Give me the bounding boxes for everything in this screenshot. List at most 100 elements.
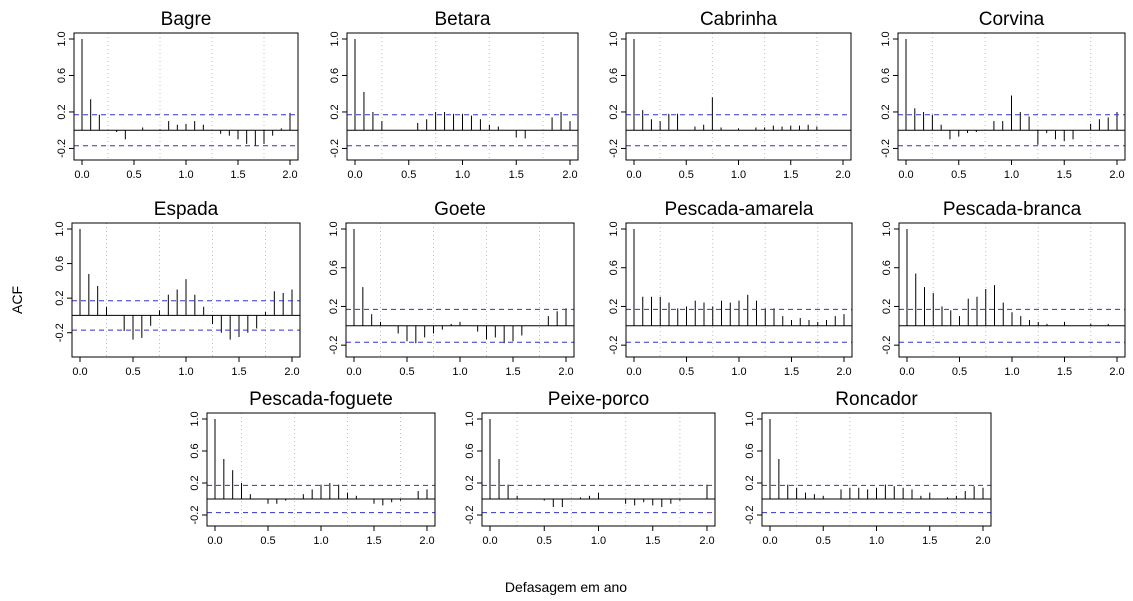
y-tick-label: 1.0 [56, 31, 68, 46]
x-tick-label: 1.5 [1057, 366, 1072, 378]
y-tick-label: -0.2 [189, 506, 201, 525]
x-tick-label: 0.0 [346, 366, 361, 378]
x-tick-label: 1.5 [783, 169, 798, 181]
x-tick-label: 1.0 [731, 366, 746, 378]
acf-panel: Pescada-branca 0.0 0.5 1.0 1.5 2.0 -0.2 0.2 0.6 1… [881, 199, 1126, 378]
x-tick-label: 1.0 [178, 366, 193, 378]
x-tick-label: 1.0 [869, 535, 884, 547]
x-tick-label: 1.0 [178, 169, 193, 181]
x-tick-label: 0.0 [482, 535, 497, 547]
y-tick-label: -0.2 [329, 139, 341, 158]
y-tick-label: 1.0 [608, 221, 620, 236]
panel-title: Cabrinha [700, 9, 778, 30]
x-tick-label: 1.0 [1004, 366, 1019, 378]
y-tick-label: 1.0 [608, 31, 620, 46]
y-tick-label: 0.2 [329, 104, 341, 119]
x-tick-label: 2.0 [1109, 366, 1124, 378]
y-tick-label: 0.2 [54, 290, 66, 305]
panel-title: Roncador [835, 389, 918, 410]
y-tick-label: 0.6 [608, 68, 620, 83]
panel-title: Bagre [161, 9, 212, 30]
y-tick-label: 0.2 [189, 475, 201, 490]
x-tick-label: 2.0 [284, 366, 299, 378]
x-tick-label: 0.0 [762, 535, 777, 547]
y-axis-label: ACF [9, 286, 25, 314]
acf-panel: Bagre 0.0 0.5 1.0 1.5 2.0 -0.2 0.2 0.6 1.0 [56, 9, 299, 181]
y-tick-label: 1.0 [744, 411, 756, 426]
x-tick-label: 2.0 [835, 169, 850, 181]
y-tick-label: -0.2 [56, 139, 68, 158]
y-tick-label: 0.6 [464, 443, 476, 458]
panel-title: Pescada-amarela [665, 199, 814, 220]
panel-title: Pescada-branca [943, 199, 1082, 220]
y-tick-label: 0.6 [881, 260, 893, 275]
acf-panel: Espada 0.0 0.5 1.0 1.5 2.0 -0.2 0.2 0.6 1.0 [54, 199, 301, 378]
y-tick-label: 0.6 [744, 443, 756, 458]
panel-title: Betara [435, 9, 491, 30]
x-tick-label: 2.0 [836, 366, 851, 378]
y-tick-label: 0.6 [56, 68, 68, 83]
x-tick-label: 1.0 [313, 535, 328, 547]
x-axis-label: Defasagem em ano [505, 579, 627, 595]
y-tick-label: 0.2 [881, 299, 893, 314]
x-tick-label: 0.0 [898, 169, 913, 181]
x-tick-label: 0.0 [74, 169, 89, 181]
panel-title: Peixe-porco [548, 389, 649, 410]
x-tick-label: 0.5 [260, 535, 275, 547]
y-tick-label: -0.2 [464, 506, 476, 525]
panel-title: Goete [434, 199, 486, 220]
x-tick-label: 0.5 [679, 366, 694, 378]
y-tick-label: -0.2 [881, 336, 893, 355]
x-tick-label: 2.0 [1109, 169, 1124, 181]
x-tick-label: 2.0 [562, 169, 577, 181]
y-tick-label: -0.2 [744, 506, 756, 525]
acf-panel: Roncador 0.0 0.5 1.0 1.5 2.0 -0.2 0.2 0.6 1.0 [744, 389, 992, 547]
x-tick-label: 1.5 [784, 366, 799, 378]
x-tick-label: 0.5 [951, 169, 966, 181]
x-tick-label: 1.5 [505, 366, 520, 378]
x-tick-label: 0.0 [72, 366, 87, 378]
x-tick-label: 0.0 [347, 169, 362, 181]
x-tick-label: 1.5 [230, 169, 245, 181]
y-tick-label: 1.0 [54, 221, 66, 236]
x-tick-label: 1.5 [645, 535, 660, 547]
acf-panel: Pescada-amarela 0.0 0.5 1.0 1.5 2.0 -0.2 0.2 0.6… [608, 199, 853, 378]
x-tick-label: 1.0 [452, 366, 467, 378]
x-tick-label: 0.5 [401, 169, 416, 181]
y-tick-label: 1.0 [189, 411, 201, 426]
y-tick-label: 0.6 [54, 256, 66, 271]
x-tick-label: 0.5 [126, 169, 141, 181]
x-tick-label: 1.5 [366, 535, 381, 547]
y-tick-label: 0.2 [608, 104, 620, 119]
x-tick-label: 0.0 [626, 366, 641, 378]
acf-panel: Cabrinha 0.0 0.5 1.0 1.5 2.0 -0.2 0.2 0.6 1.0 [608, 9, 852, 181]
y-tick-label: -0.2 [608, 139, 620, 158]
y-tick-label: 0.6 [328, 260, 340, 275]
x-tick-label: 2.0 [975, 535, 990, 547]
panel-title: Espada [154, 199, 219, 220]
plot-frame [625, 32, 852, 161]
acf-panel: Peixe-porco 0.0 0.5 1.0 1.5 2.0 -0.2 0.2 0.6 1.0 [464, 389, 716, 547]
x-tick-label: 1.5 [1057, 169, 1072, 181]
plot-frame [346, 32, 579, 161]
y-tick-label: 0.6 [189, 443, 201, 458]
y-tick-label: 0.6 [880, 68, 892, 83]
x-tick-label: 2.0 [699, 535, 714, 547]
x-tick-label: 0.5 [399, 366, 414, 378]
acf-panel: Corvina 0.0 0.5 1.0 1.5 2.0 -0.2 0.2 0.6 1.0 [880, 9, 1126, 181]
y-tick-label: -0.2 [880, 139, 892, 158]
x-tick-label: 1.0 [455, 169, 470, 181]
x-tick-label: 0.0 [899, 366, 914, 378]
y-tick-label: -0.2 [608, 336, 620, 355]
x-tick-label: 0.5 [816, 535, 831, 547]
x-tick-label: 1.5 [922, 535, 937, 547]
y-tick-label: 0.2 [744, 475, 756, 490]
panel-title: Corvina [979, 9, 1045, 30]
x-tick-label: 0.5 [125, 366, 140, 378]
x-tick-label: 1.5 [509, 169, 524, 181]
x-tick-label: 2.0 [282, 169, 297, 181]
y-tick-label: 1.0 [329, 31, 341, 46]
y-tick-label: 0.2 [328, 299, 340, 314]
acf-panel: Pescada-foguete 0.0 0.5 1.0 1.5 2.0 -0.2 0.2 0.6… [189, 389, 436, 547]
